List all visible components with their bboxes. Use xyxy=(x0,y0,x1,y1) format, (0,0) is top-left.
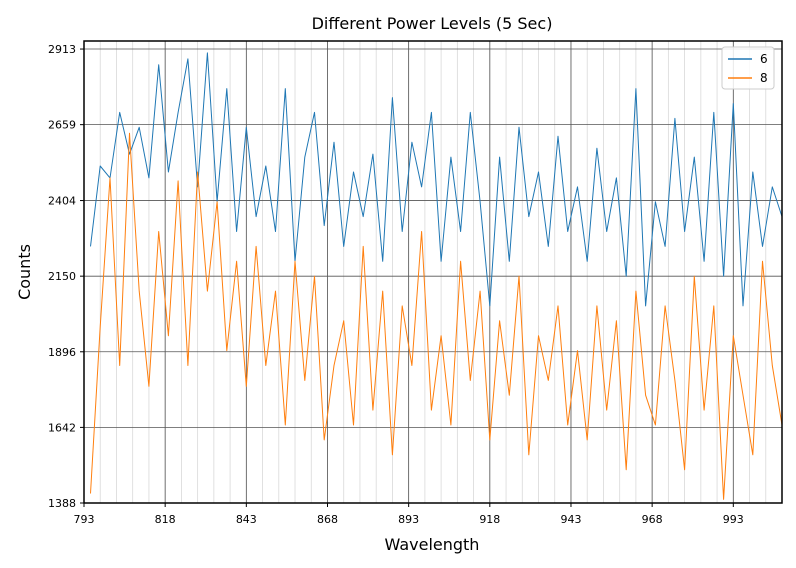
legend-label-6: 6 xyxy=(760,52,768,66)
grid xyxy=(83,41,783,504)
y-tick-label: 2659 xyxy=(48,119,76,132)
x-tick-label: 968 xyxy=(642,513,663,526)
x-axis-title: Wavelength xyxy=(385,535,480,554)
x-tick-label: 993 xyxy=(723,513,744,526)
series-line-6 xyxy=(90,52,783,307)
y-axis-title: Counts xyxy=(15,244,34,300)
x-tick-label: 868 xyxy=(317,513,338,526)
y-tick-label: 1642 xyxy=(48,421,76,434)
axis-ticks: 793 818 843 868 893 918 943 968 993 1388 1642 1896 2… xyxy=(48,43,744,526)
legend-label-8: 8 xyxy=(760,71,768,85)
chart-title: Different Power Levels (5 Sec) xyxy=(312,14,553,33)
legend: 68 xyxy=(721,46,775,90)
x-tick-label: 843 xyxy=(236,513,257,526)
x-tick-label: 943 xyxy=(560,513,581,526)
y-tick-label: 1896 xyxy=(48,346,76,359)
x-tick-label: 893 xyxy=(398,513,419,526)
x-tick-label: 793 xyxy=(74,513,95,526)
y-tick-label: 2913 xyxy=(48,43,76,56)
series-layer xyxy=(90,52,783,500)
y-tick-label: 2404 xyxy=(48,195,76,208)
x-tick-label: 818 xyxy=(155,513,176,526)
y-tick-label: 1388 xyxy=(48,497,76,510)
series-line-8 xyxy=(90,132,783,500)
y-tick-label: 2150 xyxy=(48,270,76,283)
plot-frame xyxy=(83,40,783,504)
x-tick-label: 918 xyxy=(479,513,500,526)
